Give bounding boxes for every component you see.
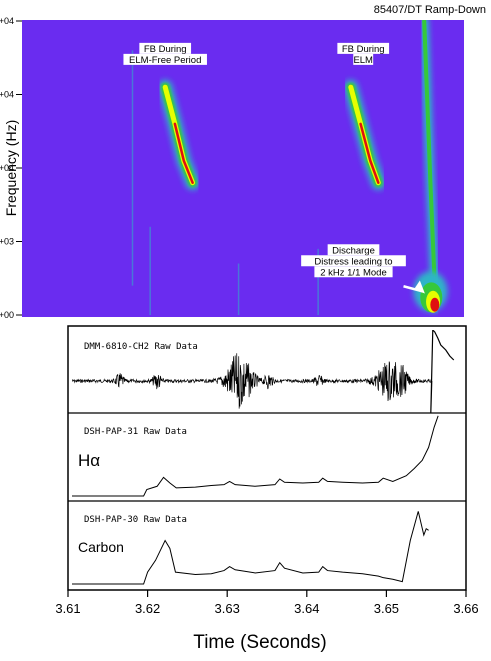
annotation-arrowhead xyxy=(413,280,425,294)
spectrogram-panel: 0.0e+00 5.0e+03 1.0e+04 1.5e+04 2.0e+04 Freq… xyxy=(0,16,464,320)
annotation-line: FB During xyxy=(144,44,187,55)
freq-tick-label-4: 2.0e+04 xyxy=(0,16,14,26)
panel-2-label: Hα xyxy=(78,451,100,470)
freq-tick-label-2: 1.0e+04 xyxy=(0,163,14,173)
disruption-spike xyxy=(430,330,455,413)
annotation-line: ELM-Free Period xyxy=(129,55,201,66)
halpha-trace xyxy=(72,415,439,497)
stripe-body xyxy=(422,20,438,310)
freq-tick-label-0: 0.0e+00 xyxy=(0,310,14,320)
chirp-core xyxy=(359,122,380,184)
time-tick-label-5: 3.66 xyxy=(453,601,478,616)
time-axis-ticks: 3.61 3.62 3.63 3.64 3.65 3.66 xyxy=(55,590,479,616)
mode-stripe xyxy=(413,20,448,313)
panel-2-title: DSH-PAP-31 Raw Data xyxy=(84,427,187,437)
frequency-axis-label: Frequency (Hz) xyxy=(3,120,19,216)
chirp-feature-2 xyxy=(343,79,386,191)
time-tick-label-4: 3.65 xyxy=(374,601,399,616)
freq-tick-label-3: 1.5e+04 xyxy=(0,90,14,100)
time-tick-label-1: 3.62 xyxy=(135,601,160,616)
freq-tick-label-1: 5.0e+03 xyxy=(0,237,14,247)
carbon-trace xyxy=(72,511,429,585)
time-tick-label-3: 3.64 xyxy=(294,601,319,616)
time-tick-label-2: 3.63 xyxy=(215,601,240,616)
panel-3-title: DSH-PAP-30 Raw Data xyxy=(84,515,187,525)
blob-peak xyxy=(430,297,440,312)
spectrogram-features xyxy=(131,20,448,315)
shot-label: 85407/DT Ramp-Down xyxy=(374,4,486,16)
carbon-line xyxy=(72,511,429,585)
chirp-feature-1 xyxy=(157,79,201,191)
chirp-core xyxy=(173,122,194,184)
raw-signal xyxy=(72,353,433,409)
halpha-line xyxy=(72,415,439,497)
annotation-line: Distress leading to xyxy=(314,256,392,267)
annotation-line: Discharge xyxy=(332,245,375,256)
time-axis-label: Time (Seconds) xyxy=(193,632,326,653)
spectrogram-background xyxy=(22,20,464,317)
annotation-line: ELM xyxy=(353,55,373,66)
panel-1-title: DMM-6810-CH2 Raw Data xyxy=(84,342,198,352)
traces-frame xyxy=(67,325,467,591)
frequency-axis: 0.0e+00 5.0e+03 1.0e+04 1.5e+04 2.0e+04 xyxy=(0,16,22,320)
annotation-line: 2 kHz 1/1 Mode xyxy=(320,267,387,278)
panel-3-label: Carbon xyxy=(78,539,124,555)
time-tick-label-0: 3.61 xyxy=(55,601,80,616)
trace-panels: DMM-6810-CH2 Raw Data DSH-PAP-31 Raw Dat… xyxy=(55,325,479,616)
annotation-line: FB During xyxy=(342,44,385,55)
raw-magnetic-trace xyxy=(72,330,455,413)
